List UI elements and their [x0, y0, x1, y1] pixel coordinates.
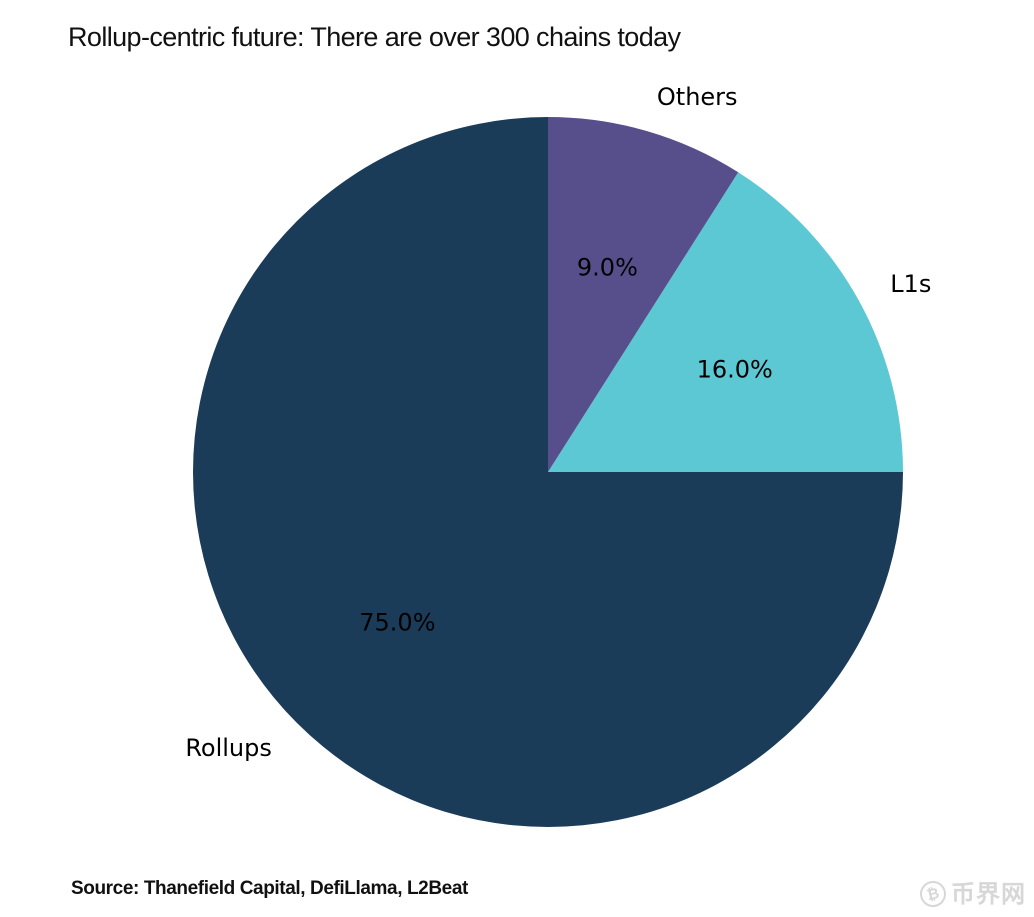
pie-slice-others	[548, 116, 739, 472]
watermark: ₿ 币界网	[920, 881, 1026, 907]
source-note: Source: Thanefield Capital, DefiLlama, L…	[71, 878, 468, 899]
chart-title: Rollup-centric future: There are over 30…	[68, 22, 681, 52]
pie-category-label-others: Others	[657, 83, 738, 111]
pie-percent-label-others: 9.0%	[577, 254, 638, 282]
bitcoin-symbol: ₿	[924, 883, 941, 904]
pie-category-label-l1s: L1s	[890, 270, 931, 298]
pie-percent-label-l1s: 16.0%	[697, 355, 773, 383]
watermark-text: 币界网	[951, 880, 1026, 908]
coin-logo-icon: ₿	[920, 881, 946, 907]
pie-percent-label-rollups: 75.0%	[359, 609, 435, 637]
pie-slice-l1s	[548, 172, 904, 472]
pie-category-label-rollups: Rollups	[185, 734, 272, 762]
